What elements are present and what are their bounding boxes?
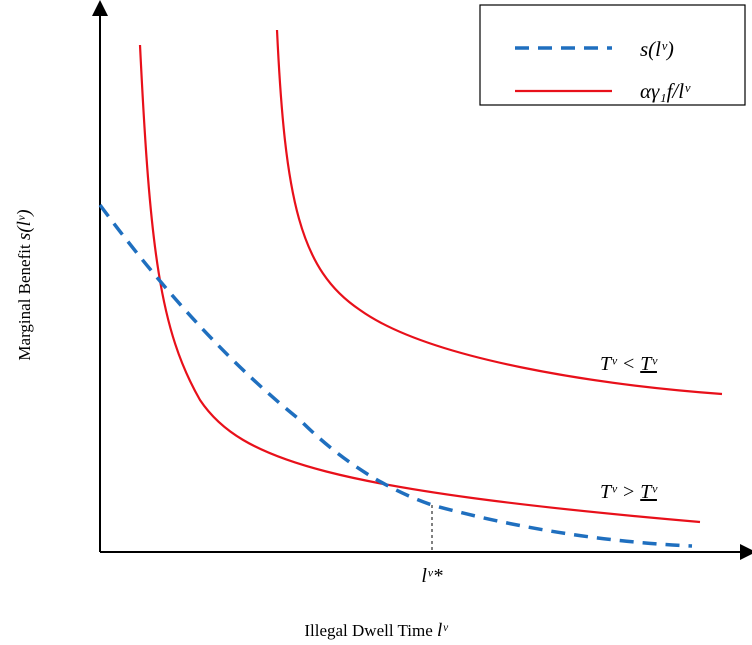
legend-label: s(lᵛ) xyxy=(640,37,674,61)
legend-label: αγ₁f/lᵛ xyxy=(640,79,691,103)
label-math: lᵛ xyxy=(437,620,448,641)
curve-annotation: Tᵛ < Tᵛ xyxy=(600,353,658,375)
label-text: Illegal Dwell Time xyxy=(304,621,432,640)
upper-cost-curve xyxy=(275,29,723,396)
curve-annotation: Tᵛ > Tᵛ xyxy=(600,481,658,503)
legend-box xyxy=(479,4,746,106)
annotation-text: Tᵛ > xyxy=(600,481,635,503)
label-text: Marginal Benefit xyxy=(15,244,34,361)
lower-cost-curve xyxy=(138,44,701,524)
annotation-text: Tᵛ < xyxy=(600,353,635,375)
annotation-text: Tᵛ xyxy=(640,353,658,375)
benefit-curve xyxy=(98,203,693,548)
annotation-text: Tᵛ xyxy=(640,481,658,503)
x-axis-label: Illegal Dwell Time lᵛ xyxy=(304,620,448,641)
y-axis-label: Marginal Benefit s(lᵛ) xyxy=(14,209,35,360)
label-math: s(lᵛ) xyxy=(14,209,35,240)
equilibrium-label: lᵛ* xyxy=(421,565,442,587)
